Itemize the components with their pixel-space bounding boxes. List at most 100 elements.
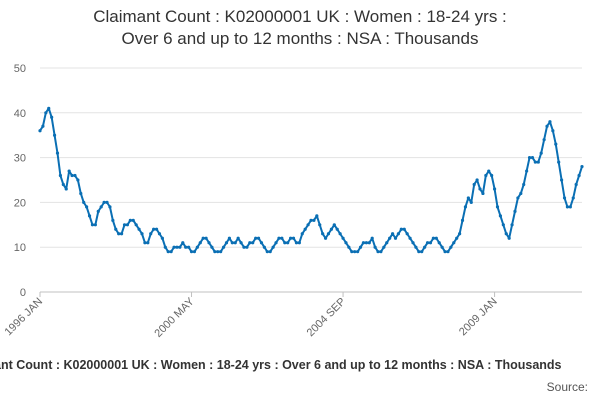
data-point [256,236,261,240]
data-point [64,187,68,191]
data-point [297,241,301,245]
data-point [207,241,211,245]
y-tick-label: 50 [14,63,26,75]
data-point [198,241,202,245]
data-point [309,218,313,222]
data-point [87,214,92,218]
data-point [157,232,162,236]
data-point [542,138,546,142]
data-point [265,250,269,254]
data-point [449,245,453,249]
data-point [469,200,473,204]
data-point [96,209,100,213]
data-point [390,232,395,236]
data-point [125,223,130,227]
data-point [268,250,272,254]
data-point [108,205,112,209]
data-point [565,205,570,209]
data-point [344,241,348,245]
data-point [373,245,377,249]
data-point [358,245,363,249]
data-point [221,245,226,249]
data-point [554,142,558,146]
data-point [44,111,48,115]
data-point [402,227,406,231]
data-point [382,245,386,249]
data-point [181,241,185,245]
data-point [501,223,505,227]
data-point [399,227,403,231]
data-point [434,236,438,240]
data-point [405,232,409,236]
data-point [119,232,124,236]
x-tick-label: 2009 JAN [457,296,500,339]
data-point [571,196,575,200]
data-point [251,241,255,245]
data-point [323,236,328,240]
data-point [105,200,109,204]
y-tick-label: 0 [20,287,26,299]
data-point [507,236,511,240]
data-point [545,124,549,128]
data-point [539,151,543,155]
data-point [131,218,135,222]
data-point [455,236,459,240]
data-point [478,187,482,191]
data-point [143,241,147,245]
data-point [513,209,517,213]
data-point [562,196,567,200]
data-point [122,223,127,227]
data-point [326,232,331,236]
data-point [47,106,51,110]
data-point [117,232,121,236]
data-point [291,236,296,240]
data-point [306,223,310,227]
data-point [356,250,360,254]
data-point [245,245,249,249]
legend: Claimant Count : K02000001 UK : Women : … [0,358,600,372]
data-point [580,164,584,169]
data-point [318,223,322,227]
data-point [338,232,342,236]
data-point [460,218,465,222]
data-point [166,250,170,254]
data-point [557,160,561,164]
data-point [52,133,57,137]
data-point [286,241,290,245]
data-point [160,236,164,240]
data-point [393,236,398,240]
data-point [303,227,307,231]
data-point [210,245,214,249]
data-point [411,241,415,245]
data-point [332,223,336,227]
y-tick-label: 10 [14,242,26,254]
data-point [93,223,97,227]
data-point [379,250,383,254]
data-point [242,245,246,249]
data-point [568,205,572,209]
data-point [294,241,299,245]
data-point [417,250,421,254]
data-point [163,245,167,249]
x-tick-label: 1996 JAN [2,296,45,339]
data-point [551,129,555,133]
data-point [452,241,456,245]
data-point [495,205,500,209]
data-point [274,241,278,245]
y-tick-label: 40 [14,108,26,120]
data-point [262,245,266,249]
data-point [277,236,281,240]
data-point [230,241,234,245]
data-point [175,245,179,249]
data-point [516,196,520,200]
data-point [446,250,450,254]
data-point [475,178,479,182]
data-point [370,236,374,240]
data-point [99,205,103,209]
chart-title-line-1: Claimant Count : K02000001 UK : Women : … [93,7,507,26]
data-point [408,236,412,240]
data-point [248,241,252,245]
data-point [498,214,503,218]
data-point [472,182,476,187]
data-point [213,250,217,254]
